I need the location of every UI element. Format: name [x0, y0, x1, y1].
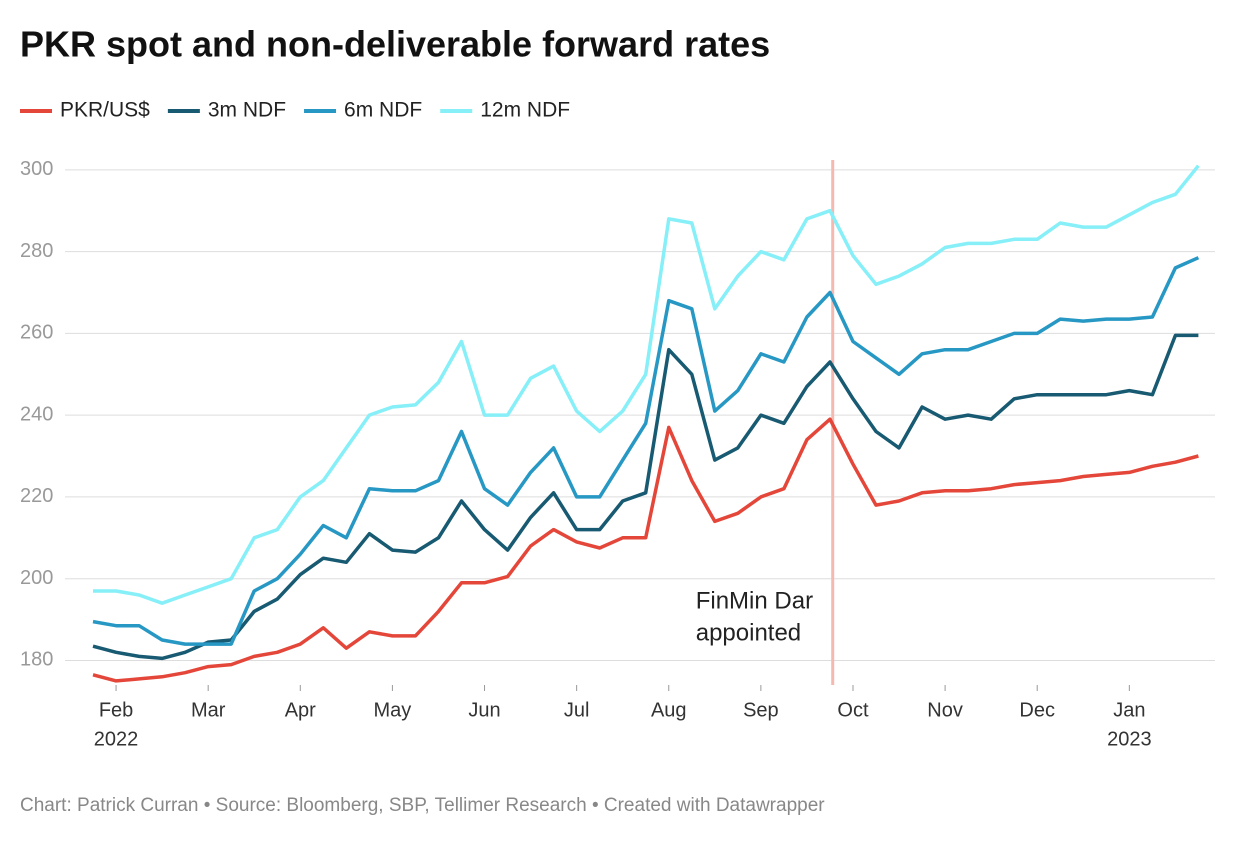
x-tick-label: Oct [837, 699, 869, 721]
y-tick-label: 300 [20, 158, 53, 180]
annotation-text: FinMin Dar [696, 587, 813, 614]
x-tick-label: Aug [651, 699, 687, 721]
chart-title: PKR spot and non-deliverable forward rat… [20, 24, 770, 65]
y-tick-label: 260 [20, 322, 53, 344]
x-tick-label: May [374, 699, 412, 721]
year-label: 2022 [94, 728, 139, 750]
series-line [92, 333, 1199, 661]
y-tick-label: 200 [20, 567, 53, 589]
x-tick-label: Feb [99, 699, 133, 721]
legend-label: 6m NDF [344, 99, 422, 122]
y-tick-label: 180 [20, 649, 53, 671]
series-line [92, 417, 1199, 683]
x-tick-label: Jan [1113, 699, 1145, 721]
x-tick-label: Jul [564, 699, 590, 721]
x-tick-label: Mar [191, 699, 226, 721]
x-tick-label: Apr [285, 699, 316, 721]
x-tick-label: Nov [927, 699, 963, 721]
annotation-text: appointed [696, 619, 801, 646]
chart-source: Chart: Patrick Curran • Source: Bloomber… [20, 795, 825, 816]
year-label: 2023 [1107, 728, 1152, 750]
legend-label: 12m NDF [480, 99, 570, 122]
x-tick-label: Sep [743, 699, 779, 721]
legend-label: PKR/US$ [60, 99, 150, 122]
x-tick-label: Dec [1019, 699, 1055, 721]
series-line [93, 164, 1200, 605]
y-tick-label: 220 [20, 485, 53, 507]
y-tick-label: 240 [20, 403, 53, 425]
legend-label: 3m NDF [208, 99, 286, 122]
series-line [92, 256, 1200, 646]
y-tick-label: 280 [20, 240, 53, 262]
x-tick-label: Jun [468, 699, 500, 721]
